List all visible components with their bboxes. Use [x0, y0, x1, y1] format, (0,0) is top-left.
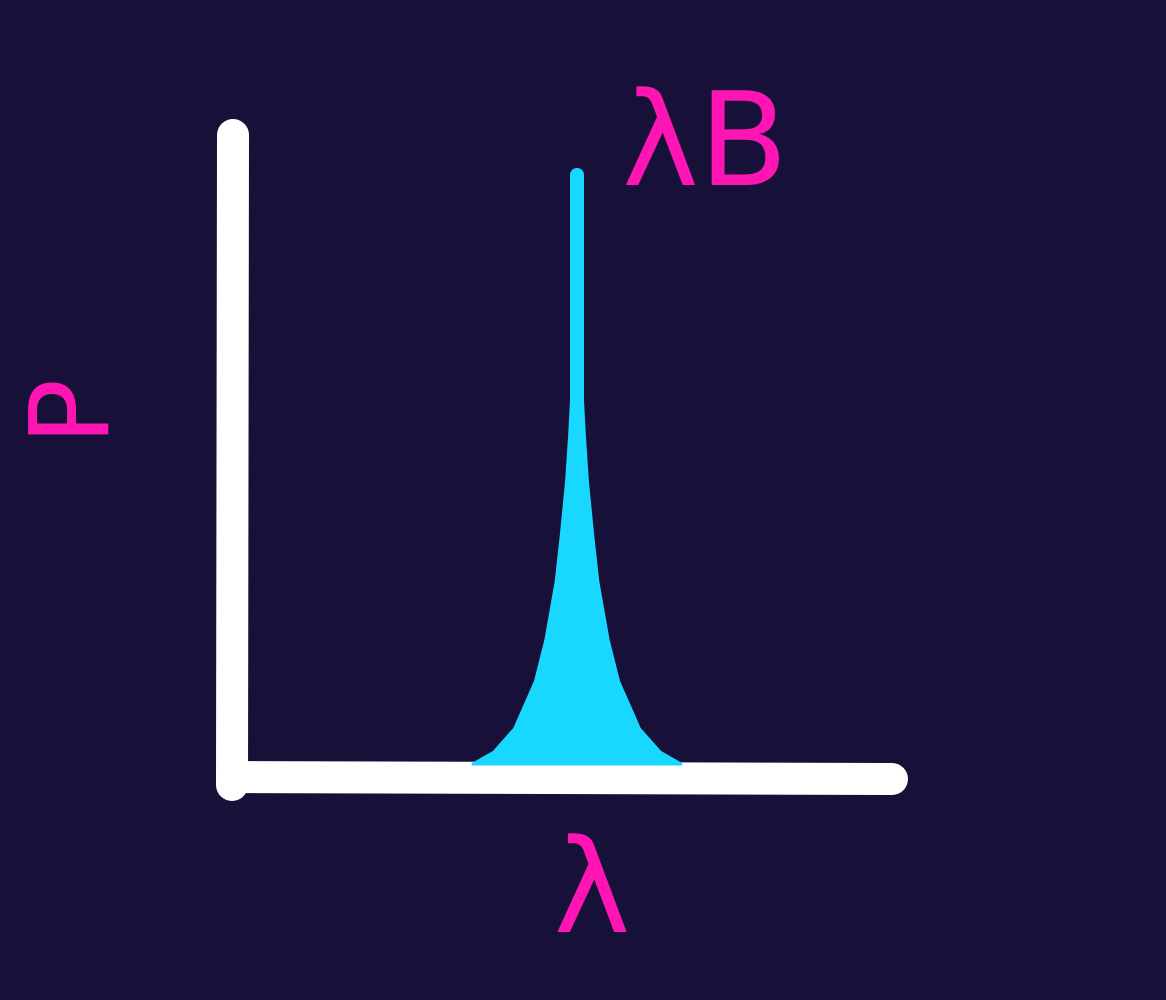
x-axis-line: [216, 761, 908, 795]
axes: [216, 119, 908, 801]
x-axis-label: λ: [554, 811, 631, 963]
series-marks: [471, 168, 683, 766]
y-axis-label: P: [6, 379, 134, 445]
peak-annotation-label: λB: [622, 64, 788, 216]
y-axis-line: [216, 119, 249, 801]
